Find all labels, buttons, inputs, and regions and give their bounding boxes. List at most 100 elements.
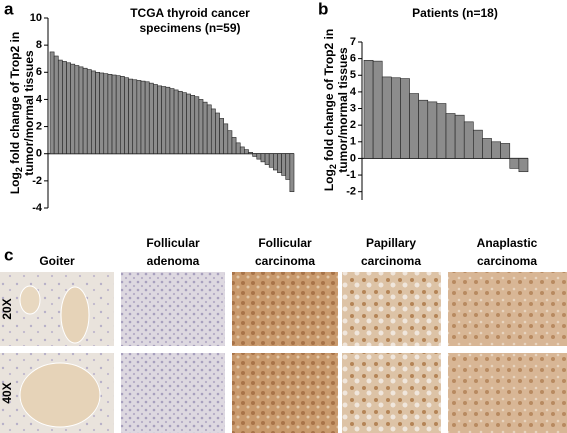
panel-label: a (4, 0, 14, 18)
y-tick-label: 1 (350, 136, 356, 148)
bar (53, 55, 59, 155)
bar (95, 71, 100, 155)
bar (473, 129, 483, 159)
y-tick-label: 8 (36, 39, 42, 51)
y-axis-label: Log2 fold change of Trop2 in (8, 32, 24, 194)
panel-label: c (4, 245, 13, 264)
column-header: carcinoma (255, 254, 315, 268)
bar (256, 153, 262, 160)
bar (153, 84, 158, 155)
bar (210, 108, 216, 155)
follicle (19, 285, 41, 315)
y-tick-label: -1 (346, 169, 356, 181)
chart-title: specimens (n=59) (139, 21, 240, 35)
bar (268, 153, 274, 168)
micrograph (121, 353, 225, 433)
bar (436, 103, 447, 159)
y-tick-label: 5 (350, 69, 356, 81)
bar (363, 59, 374, 159)
micrograph (342, 272, 441, 346)
micrograph (121, 272, 225, 346)
bar (500, 143, 511, 159)
bar (66, 62, 71, 155)
bar (177, 90, 183, 155)
micrograph (232, 353, 338, 433)
y-tick-label: -2 (32, 175, 42, 187)
bar (91, 70, 96, 155)
bar (190, 95, 196, 155)
column-header: carcinoma (477, 254, 537, 268)
bar (454, 114, 465, 159)
y-tick-label: 6 (36, 66, 42, 78)
bar (285, 153, 291, 180)
bar (463, 121, 474, 159)
bar (111, 74, 117, 155)
column-header: Follicular (258, 236, 312, 250)
row-label: 40X (0, 382, 14, 403)
y-tick-label: 0 (350, 152, 356, 164)
y-tick-label: 10 (30, 12, 42, 24)
y-axis-label-sub: 2 (14, 167, 24, 172)
bar (128, 78, 134, 155)
bar (107, 74, 113, 155)
bar (482, 138, 492, 159)
bar (409, 93, 419, 159)
y-tick-label: 0 (36, 148, 42, 160)
y-tick-label: -2 (346, 186, 356, 198)
bar (260, 153, 266, 163)
bar (445, 113, 456, 159)
follicle (60, 286, 90, 344)
column-header: Goiter (39, 254, 75, 268)
y-axis-label-part: fold change of Trop2 in (322, 29, 336, 164)
bar (227, 130, 233, 155)
micrograph (342, 353, 441, 433)
bar (173, 89, 179, 155)
bar (223, 123, 229, 155)
bar (144, 81, 150, 155)
bar (219, 118, 224, 155)
y-axis-label-part: fold change of Trop2 in (8, 32, 22, 167)
bar (70, 63, 76, 155)
bar (231, 137, 237, 155)
column-header: adenoma (147, 254, 200, 268)
bar (391, 77, 401, 159)
bar (140, 80, 146, 155)
bar (169, 88, 175, 155)
bar (115, 75, 121, 155)
bar (124, 77, 129, 155)
micrograph (0, 272, 114, 346)
bar (273, 153, 278, 171)
bar (82, 67, 88, 155)
bar (215, 112, 220, 155)
bar (161, 86, 167, 155)
bar (74, 65, 80, 155)
bar (157, 85, 162, 155)
bar (206, 104, 212, 155)
bar (62, 61, 67, 155)
bar (491, 141, 501, 159)
y-tick-label: 3 (350, 102, 356, 114)
micrograph (448, 353, 567, 433)
bar (194, 96, 200, 155)
bar (78, 66, 84, 155)
chart-title: Patients (n=18) (412, 6, 498, 20)
y-tick-label: 7 (350, 36, 356, 48)
bar (136, 80, 142, 155)
bar (235, 142, 241, 155)
y-tick-label: -4 (32, 202, 43, 214)
panel-label: b (318, 0, 328, 18)
chart-title: TCGA thyroid cancer (130, 6, 250, 20)
bar (372, 60, 383, 159)
y-tick-label: 4 (350, 86, 357, 98)
y-tick-label: 6 (350, 53, 356, 65)
column-header: Anaplastic (477, 236, 538, 250)
bar (244, 149, 249, 155)
bar (281, 153, 287, 176)
row-label: 20X (0, 298, 14, 319)
bar (252, 153, 258, 157)
bar (400, 78, 410, 159)
y-axis-label-part: Log (8, 172, 22, 194)
bar (99, 72, 105, 155)
column-header: Follicular (146, 236, 200, 250)
